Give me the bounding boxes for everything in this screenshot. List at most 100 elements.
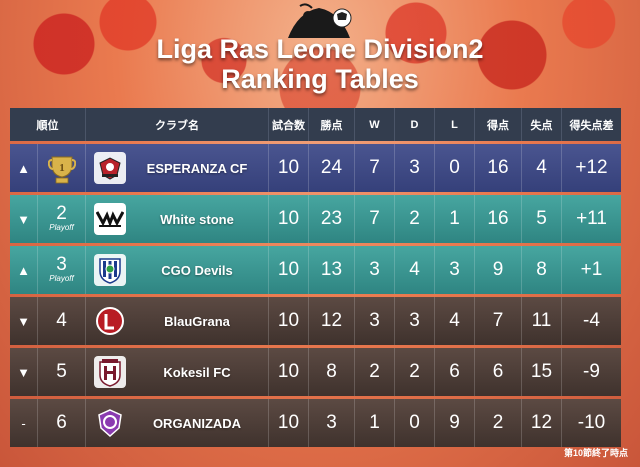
page-title: Liga Ras Leone Division2 Ranking Tables	[0, 34, 640, 94]
trend-up-icon: ▲	[10, 144, 38, 192]
played-cell: 10	[269, 144, 309, 192]
goals-for-cell: 9	[475, 246, 522, 294]
draws-cell: 2	[395, 195, 435, 243]
draws-cell: 3	[395, 144, 435, 192]
goal-diff-cell: +12	[562, 144, 621, 192]
table-row[interactable]: ▼ 4 BlauGrana 10 12 3 3 4 7 11 -4	[10, 297, 628, 345]
title-line-1: Liga Ras Leone Division2	[156, 34, 484, 64]
club-cell: White stone	[86, 195, 269, 243]
losses-cell: 4	[435, 297, 475, 345]
club-cell: CGO Devils	[86, 246, 269, 294]
col-header-ga: 失点	[522, 108, 562, 141]
rank-cell: 5	[38, 348, 86, 396]
losses-cell: 3	[435, 246, 475, 294]
losses-cell: 0	[435, 144, 475, 192]
rank-cell: 2 Playoff	[38, 195, 86, 243]
draws-cell: 4	[395, 246, 435, 294]
goals-against-cell: 11	[522, 297, 562, 345]
goals-for-cell: 7	[475, 297, 522, 345]
draws-cell: 2	[395, 348, 435, 396]
club-name: CGO Devils	[161, 262, 233, 278]
goals-for-cell: 16	[475, 195, 522, 243]
wins-cell: 1	[355, 399, 395, 447]
club-name: ESPERANZA CF	[146, 160, 248, 176]
table-row[interactable]: ▲ 3 Playoff CGO Devils 10 13 3 4 3 9 8 +…	[10, 246, 628, 294]
wins-cell: 7	[355, 144, 395, 192]
club-cell: Kokesil FC	[86, 348, 269, 396]
white-stone-crest-icon	[94, 203, 126, 235]
table-header-row: 順位 クラブ名 試合数 勝点 W D L 得点 失点 得失点差	[10, 108, 628, 141]
playoff-label: Playoff	[49, 223, 74, 232]
table-row[interactable]: ▲ 1 ESPERANZA CF 10 24 7 3 0	[10, 144, 628, 192]
points-cell: 3	[309, 399, 355, 447]
col-header-w: W	[355, 108, 395, 141]
blaugrana-crest-icon	[94, 305, 126, 337]
col-header-gf: 得点	[475, 108, 522, 141]
played-cell: 10	[269, 399, 309, 447]
goals-against-cell: 4	[522, 144, 562, 192]
goals-against-cell: 8	[522, 246, 562, 294]
draws-cell: 3	[395, 297, 435, 345]
organizada-crest-icon	[94, 407, 126, 439]
title-line-2: Ranking Tables	[221, 64, 419, 94]
col-header-club: クラブ名	[86, 108, 269, 141]
rank-number: 5	[56, 361, 67, 382]
esperanza-crest-icon	[94, 152, 126, 184]
goal-diff-cell: +1	[562, 246, 621, 294]
col-header-l: L	[435, 108, 475, 141]
rank-number: 4	[56, 310, 67, 331]
svg-text:1: 1	[59, 162, 65, 174]
rank-number: 2	[56, 203, 67, 224]
playoff-label: Playoff	[49, 274, 74, 283]
points-cell: 12	[309, 297, 355, 345]
footnote-matchday: 第10節終了時点	[563, 448, 628, 458]
goals-against-cell: 15	[522, 348, 562, 396]
club-cell: BlauGrana	[86, 297, 269, 345]
trend-down-icon: ▼	[10, 195, 38, 243]
col-header-rank: 順位	[10, 108, 86, 141]
col-header-d: D	[395, 108, 435, 141]
goal-diff-cell: -4	[562, 297, 621, 345]
table-row[interactable]: ▼ 5 Kokesil FC 10 8 2 2 6 6 15 -9	[10, 348, 628, 396]
col-header-points: 勝点	[309, 108, 355, 141]
club-name: BlauGrana	[164, 313, 230, 329]
club-cell: ORGANIZADA	[86, 399, 269, 447]
trend-neutral-icon: -	[10, 399, 38, 447]
club-name: Kokesil FC	[163, 364, 231, 380]
points-cell: 24	[309, 144, 355, 192]
ranking-table: 順位 クラブ名 試合数 勝点 W D L 得点 失点 得失点差 ▲ 1	[10, 108, 628, 447]
goals-for-cell: 2	[475, 399, 522, 447]
played-cell: 10	[269, 348, 309, 396]
rank-cell: 1	[38, 144, 86, 192]
rank-cell: 3 Playoff	[38, 246, 86, 294]
col-header-played: 試合数	[269, 108, 309, 141]
losses-cell: 6	[435, 348, 475, 396]
rank-number: 6	[56, 412, 67, 433]
cgo-devils-crest-icon	[94, 254, 126, 286]
club-name: White stone	[160, 211, 234, 227]
points-cell: 13	[309, 246, 355, 294]
trend-down-icon: ▼	[10, 297, 38, 345]
goals-for-cell: 6	[475, 348, 522, 396]
league-emblem-icon	[288, 3, 352, 38]
wins-cell: 7	[355, 195, 395, 243]
goals-against-cell: 12	[522, 399, 562, 447]
club-cell: ESPERANZA CF	[86, 144, 269, 192]
trend-down-icon: ▼	[10, 348, 38, 396]
losses-cell: 9	[435, 399, 475, 447]
rank-cell: 4	[38, 297, 86, 345]
club-name: ORGANIZADA	[152, 415, 242, 431]
points-cell: 23	[309, 195, 355, 243]
losses-cell: 1	[435, 195, 475, 243]
points-cell: 8	[309, 348, 355, 396]
rank-number: 3	[56, 254, 67, 275]
table-row[interactable]: ▼ 2 Playoff White stone 10 23 7 2 1 16 5…	[10, 195, 628, 243]
goals-against-cell: 5	[522, 195, 562, 243]
played-cell: 10	[269, 246, 309, 294]
played-cell: 10	[269, 297, 309, 345]
wins-cell: 3	[355, 246, 395, 294]
kokesil-crest-icon	[94, 356, 126, 388]
played-cell: 10	[269, 195, 309, 243]
goal-diff-cell: +11	[562, 195, 621, 243]
table-row[interactable]: - 6 ORGANIZADA 10 3 1 0 9 2 12 -10	[10, 399, 628, 447]
